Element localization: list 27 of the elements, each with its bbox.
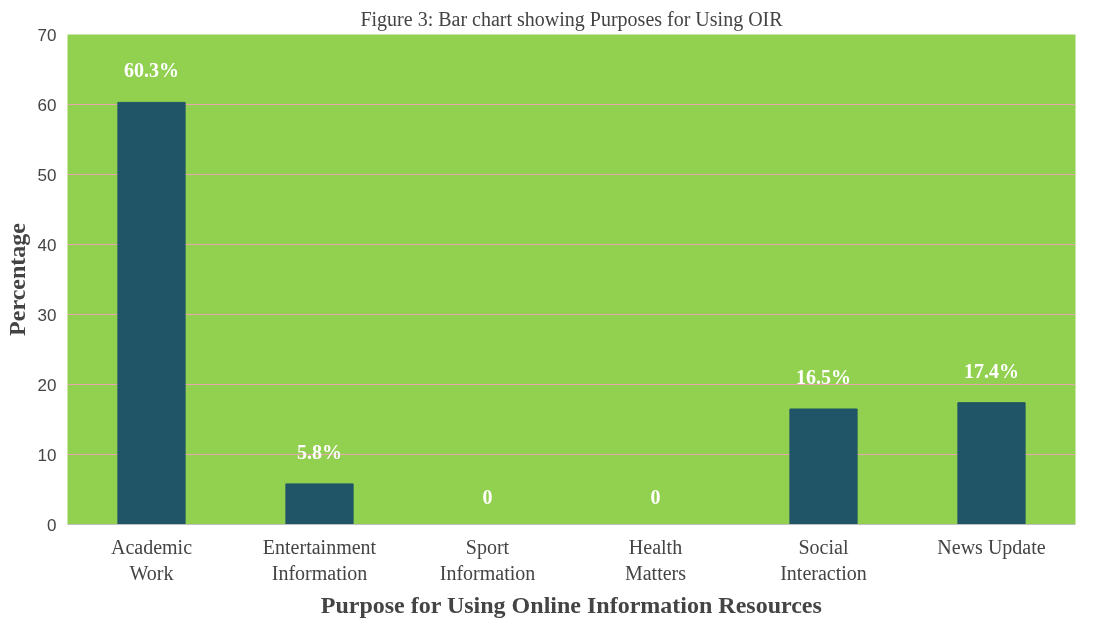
chart-title: Figure 3: Bar chart showing Purposes for Using OIR <box>360 7 784 31</box>
bar <box>789 408 858 525</box>
y-tick-label: 20 <box>37 375 57 395</box>
bar <box>285 483 354 525</box>
bar <box>117 101 186 525</box>
y-tick-label: 10 <box>37 445 57 465</box>
y-tick-label: 40 <box>37 235 57 255</box>
x-tick-label: Sport Information <box>439 535 536 584</box>
y-tick-label: 0 <box>47 515 57 535</box>
data-label: 60.3% <box>124 59 179 82</box>
y-tick-label: 30 <box>37 305 57 325</box>
x-tick-label: News Update <box>937 535 1046 559</box>
y-tick-label: 70 <box>37 25 57 45</box>
y-tick-label: 50 <box>37 165 57 185</box>
y-axis-title: Percentage <box>3 222 30 336</box>
data-label: 0 <box>650 485 661 508</box>
x-tick-label: Social Interaction <box>780 535 867 584</box>
x-axis-title: Purpose for Using Online Information Resources <box>320 591 822 618</box>
x-tick-label: Entertainment Information <box>262 535 377 584</box>
x-tick-label: Academic Work <box>110 535 193 584</box>
data-label: 17.4% <box>964 359 1019 382</box>
y-tick-label: 60 <box>37 95 57 115</box>
data-label: 0 <box>482 485 493 508</box>
data-label: 5.8% <box>297 440 342 463</box>
x-tick-label: Health Matters <box>624 535 687 584</box>
bar <box>957 402 1026 525</box>
data-label: 16.5% <box>796 366 851 388</box>
